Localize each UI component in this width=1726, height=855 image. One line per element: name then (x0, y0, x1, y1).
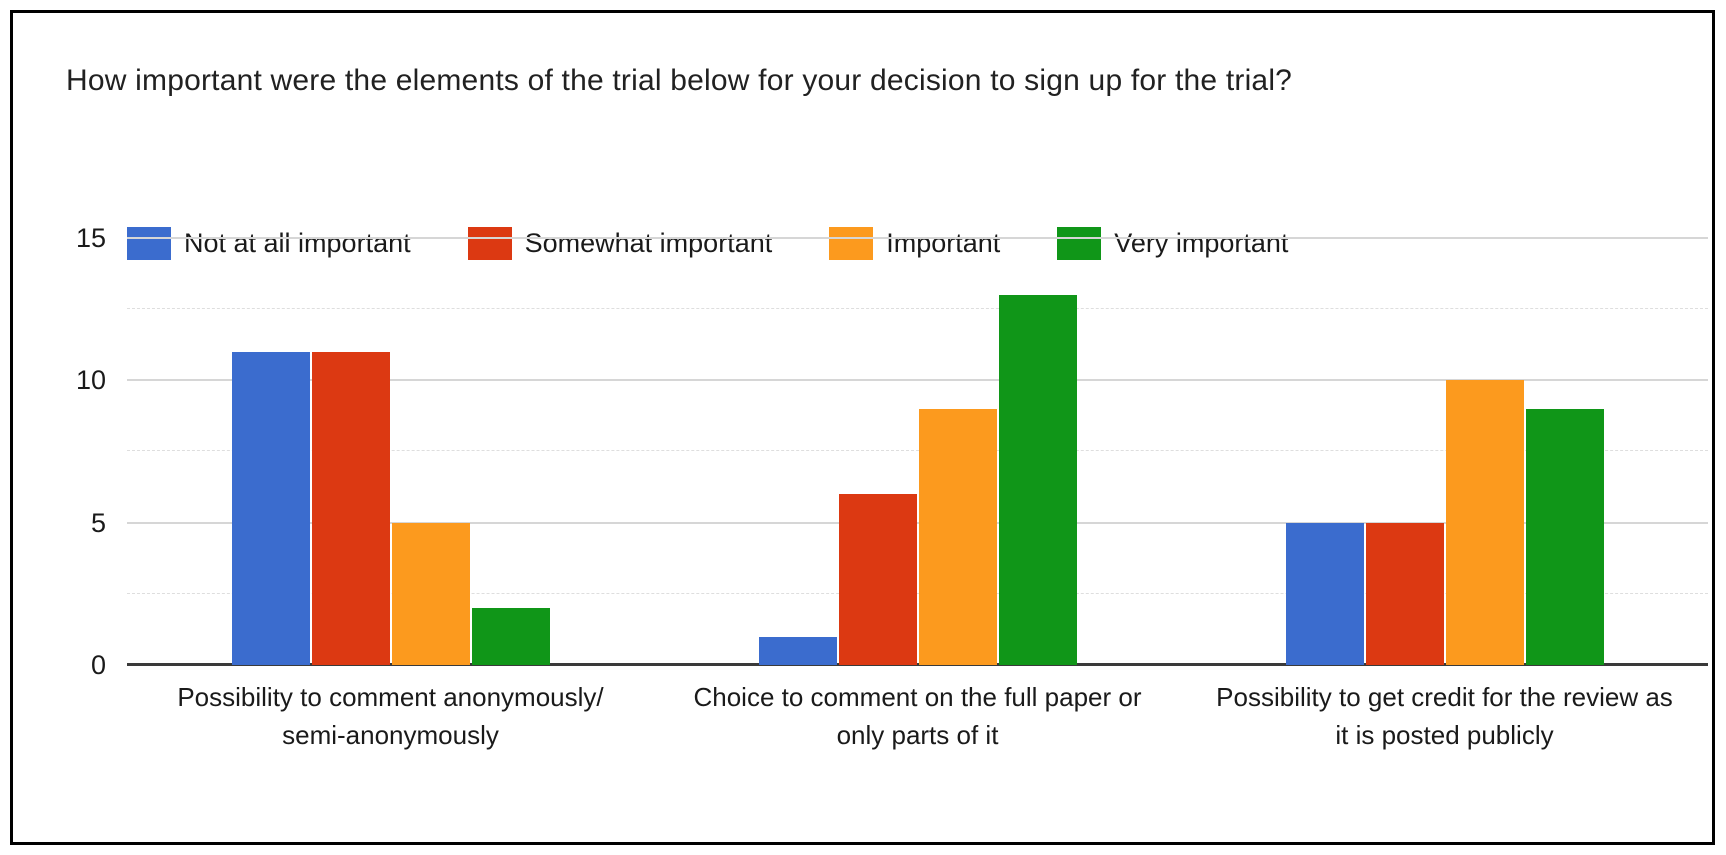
x-category-label-line: semi-anonymously (282, 720, 499, 750)
gridline-major (127, 379, 1708, 381)
plot-area (127, 236, 1708, 666)
x-category-label-line: only parts of it (836, 720, 999, 750)
legend-item: Important (829, 226, 1001, 260)
y-tick-label: 5 (90, 507, 106, 538)
legend-swatch (829, 226, 874, 260)
x-category-label-line: Possibility to get credit for the review… (1216, 682, 1673, 712)
legend-swatch (127, 226, 171, 260)
bar (391, 522, 470, 665)
gridline-major (127, 521, 1708, 524)
legend-swatch (467, 226, 512, 260)
x-category-label: Choice to comment on the full paper or on… (654, 678, 1181, 754)
gridline-minor (127, 450, 1708, 452)
bar (918, 408, 997, 665)
bar (758, 636, 837, 665)
legend-item: Not at all important (127, 226, 411, 260)
legend-label: Not at all important (184, 227, 411, 258)
x-axis-line (127, 663, 1708, 666)
legend-item: Somewhat important (467, 226, 773, 260)
legend-label: Very important (1114, 227, 1289, 258)
legend-label: Somewhat important (524, 227, 773, 258)
legend-label: Important (886, 227, 1001, 258)
bar (838, 494, 917, 665)
bar (998, 294, 1077, 665)
chart-title: How important were the elements of the t… (66, 64, 1293, 97)
bar (1445, 380, 1524, 665)
legend-swatch (1057, 226, 1102, 260)
x-category-label: Possibility to get credit for the review… (1181, 678, 1708, 754)
bar (471, 608, 550, 665)
bar (1365, 522, 1444, 665)
y-tick-label: 0 (90, 650, 106, 680)
bar (1285, 522, 1364, 665)
legend-item: Very important (1057, 226, 1289, 260)
x-category-label-line: Choice to comment on the full paper or (693, 682, 1142, 712)
bar (1525, 408, 1604, 665)
y-tick-label: 15 (75, 222, 106, 253)
chart-legend: Not at all important Somewhat important Im… (127, 225, 1288, 261)
gridline-major (127, 236, 1708, 239)
x-category-label-line: it is posted publicly (1335, 720, 1554, 750)
bar (231, 351, 310, 665)
gridline-minor (127, 592, 1708, 594)
x-category-label: Possibility to comment anonymously/semi-… (127, 678, 654, 754)
gridline-minor (127, 307, 1708, 309)
y-tick-label: 10 (75, 365, 106, 395)
bar (311, 351, 390, 665)
x-category-label-line: Possibility to comment anonymously/ (177, 682, 604, 712)
